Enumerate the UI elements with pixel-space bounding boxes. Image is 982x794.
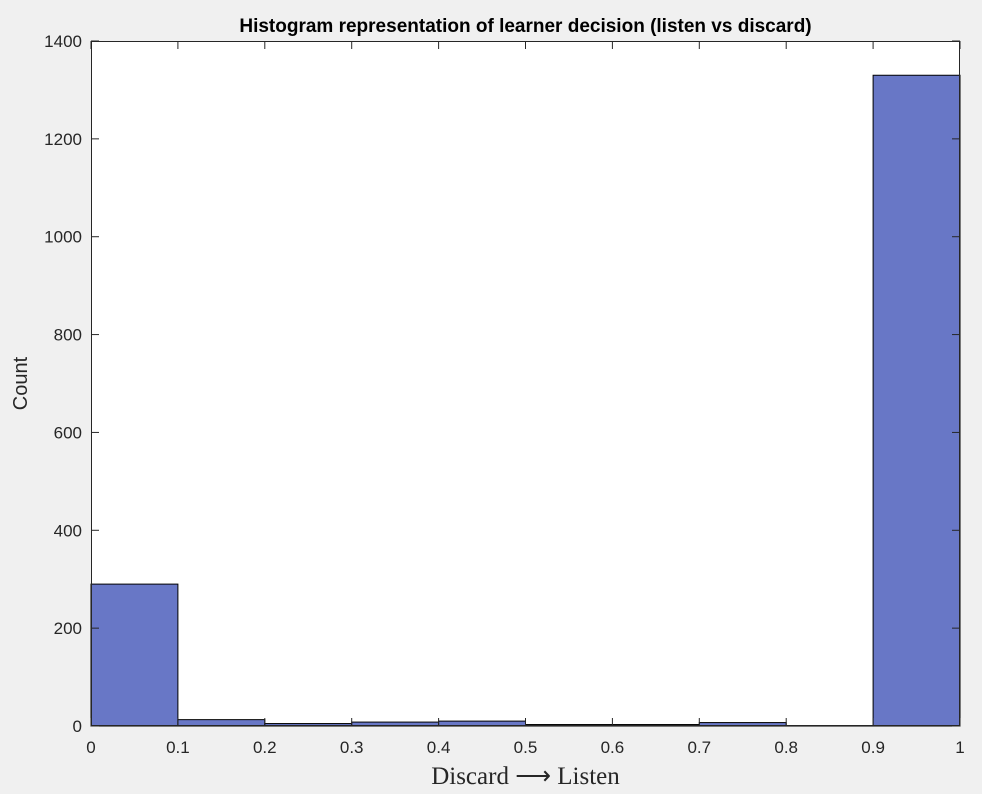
x-tick-label: 0 [86,738,95,757]
chart-title: Histogram representation of learner deci… [239,16,811,37]
x-tick-label: 0.4 [427,738,451,757]
x-tick-label: 0.2 [253,738,277,757]
x-axis-label: Discard ⟶ Listen [431,763,620,790]
x-tick-label: 0.3 [340,738,364,757]
y-tick-label: 1200 [44,130,82,149]
y-tick-label: 0 [73,717,82,736]
y-tick-label: 800 [54,326,82,345]
y-axis-label: Count [10,356,32,410]
x-tick-label: 0.7 [687,738,711,757]
histogram-bar [872,74,961,727]
x-tick-label: 0.5 [514,738,538,757]
x-tick-label: 0.8 [774,738,798,757]
y-tick-label: 1400 [44,32,82,51]
bars-layer [90,74,961,727]
y-tick-label: 1000 [44,228,82,247]
y-tick-label: 600 [54,423,82,442]
x-tick-label: 0.1 [166,738,190,757]
x-tick-label: 0.6 [601,738,625,757]
x-tick-label: 1 [955,738,964,757]
y-tick-label: 400 [54,521,82,540]
plot-area [91,41,960,726]
y-tick-label: 200 [54,619,82,638]
ticks-layer: 0 0.1 0.2 0.3 0.4 0.5 0.6 0.7 0.8 0.9 1 0 200 400 600 8… [44,32,965,757]
histogram-bar [90,583,179,727]
x-tick-label: 0.9 [861,738,885,757]
